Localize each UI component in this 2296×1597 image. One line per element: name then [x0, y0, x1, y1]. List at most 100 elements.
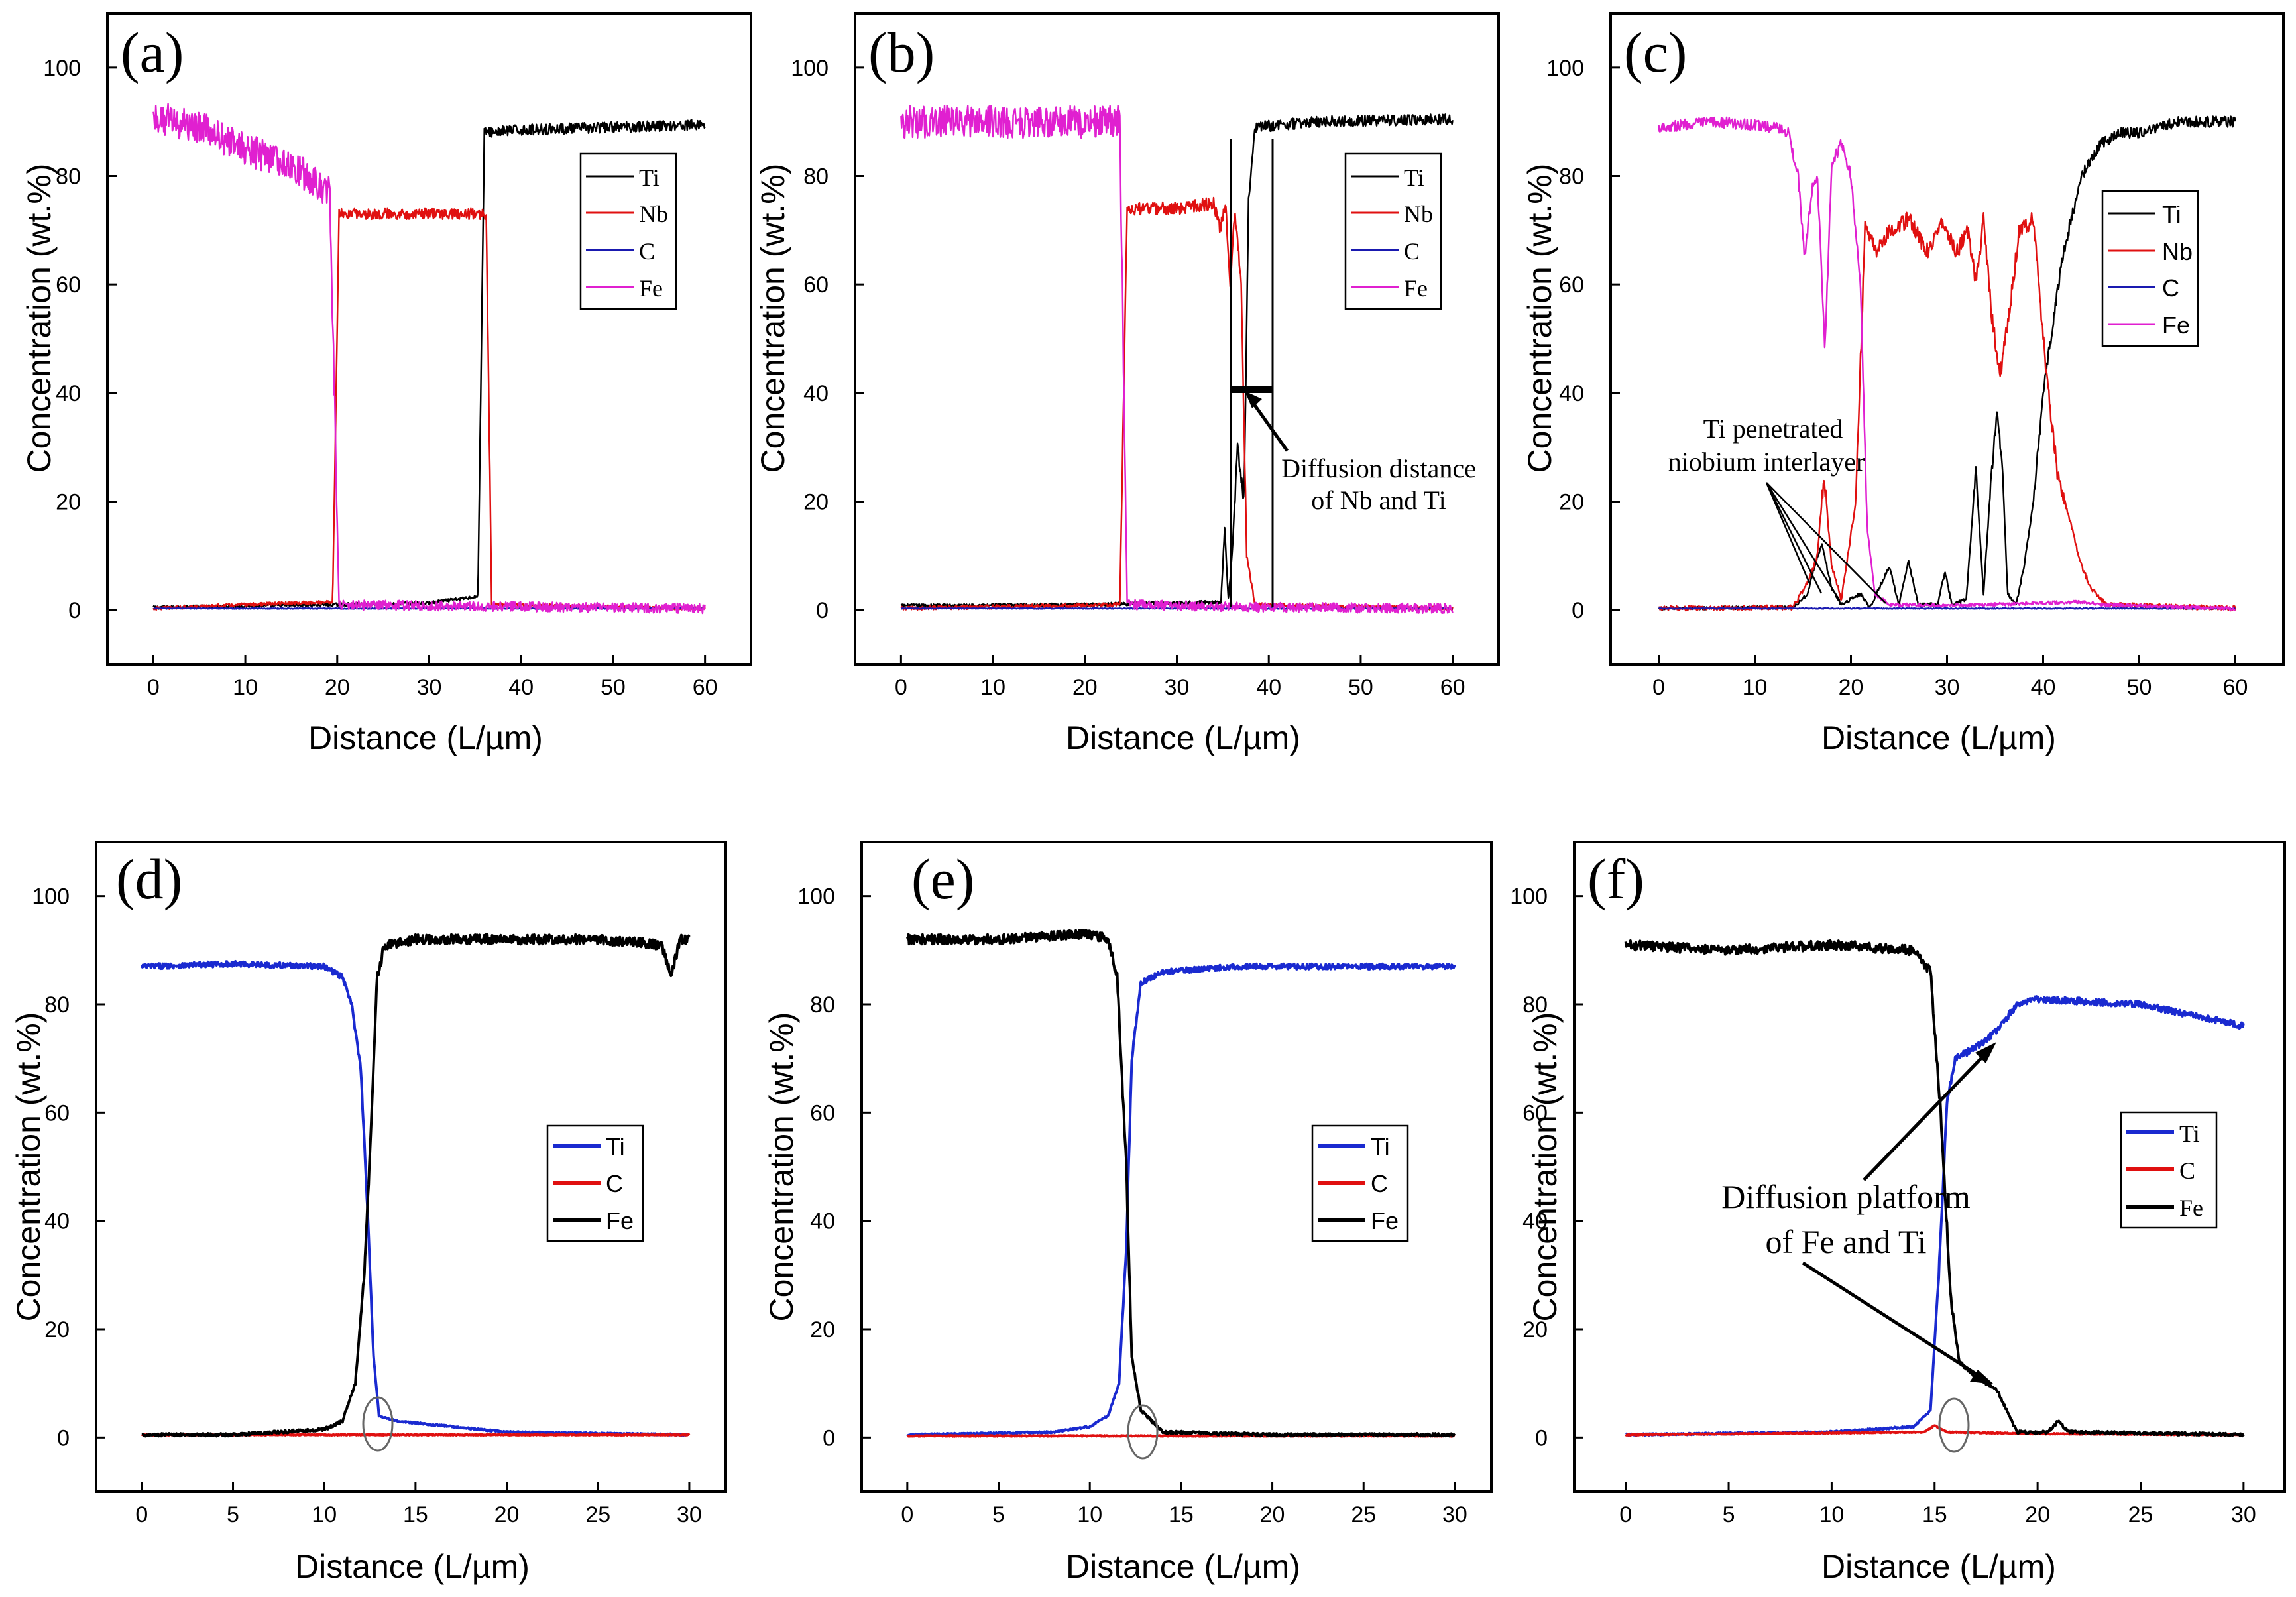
- y-tick-label: 80: [44, 992, 70, 1018]
- x-axis-label: Distance (L/µm): [295, 1548, 530, 1585]
- y-tick-label: 20: [1522, 1317, 1548, 1342]
- x-tick-label: 0: [1652, 675, 1665, 700]
- y-tick-label: 20: [44, 1317, 70, 1342]
- legend-label-ti: Ti: [639, 164, 660, 191]
- y-tick-label: 0: [57, 1425, 70, 1450]
- y-axis-ticks: 0 20 40 60 80 100: [43, 56, 117, 623]
- series-c-line: [906, 1434, 1456, 1438]
- y-tick-label: 40: [810, 1209, 835, 1234]
- legend-label-ti: Ti: [606, 1133, 625, 1160]
- x-axis-ticks: 0 10 20 30 40 50 60: [1652, 655, 2248, 700]
- y-tick-label: 20: [803, 490, 829, 515]
- x-tick-label: 20: [1260, 1502, 1285, 1527]
- x-tick-label: 0: [895, 675, 907, 700]
- annotation-text-line1: Diffusion distance: [1281, 453, 1476, 483]
- panel-label: (d): [116, 847, 182, 911]
- series-group: [1624, 939, 2245, 1438]
- x-tick-label: 15: [1169, 1502, 1194, 1527]
- x-tick-label: 15: [403, 1502, 428, 1527]
- x-tick-label: 5: [227, 1502, 239, 1527]
- legend: Ti C Fe: [1311, 1124, 1409, 1242]
- legend-label-nb: Nb: [639, 201, 668, 227]
- annotation-pointer-1: [1765, 482, 1811, 584]
- legend-label-c: C: [1404, 238, 1420, 265]
- x-tick-label: 40: [2031, 675, 2056, 700]
- x-tick-label: 60: [1440, 675, 1465, 700]
- series-fe-line: [141, 933, 691, 1438]
- y-tick-label: 0: [816, 598, 829, 623]
- x-tick-label: 25: [1351, 1502, 1376, 1527]
- y-tick-label: 80: [810, 992, 835, 1018]
- interface-highlight-ellipse: [1127, 1404, 1159, 1460]
- legend: Ti Nb C Fe: [2101, 190, 2199, 347]
- y-tick-label: 0: [1535, 1425, 1548, 1450]
- y-tick-label: 80: [803, 164, 829, 190]
- y-tick-label: 60: [56, 272, 81, 298]
- series-group: [905, 929, 1456, 1438]
- x-tick-label: 10: [980, 675, 1005, 700]
- y-tick-label: 0: [1572, 598, 1584, 623]
- y-tick-label: 60: [1522, 1100, 1548, 1126]
- y-axis-ticks: 0 20 40 60 80 100: [32, 884, 105, 1450]
- annotation-text-line1: Ti penetrated: [1703, 414, 1843, 444]
- x-axis-label: Distance (L/µm): [1821, 1548, 2056, 1585]
- legend: Ti C Fe: [2120, 1111, 2218, 1229]
- y-axis-label: Concentration (wt.%): [1526, 1012, 1564, 1322]
- y-tick-label: 100: [32, 884, 70, 910]
- legend-box: [579, 152, 677, 310]
- annotation-arrowhead-1: [1975, 1042, 1996, 1063]
- x-tick-label: 60: [2223, 675, 2248, 700]
- legend-label-ti: Ti: [2179, 1120, 2200, 1147]
- y-tick-label: 60: [44, 1100, 70, 1126]
- x-tick-label: 20: [494, 1502, 520, 1527]
- x-tick-label: 40: [1256, 675, 1281, 700]
- legend-label-c: C: [1371, 1170, 1388, 1197]
- y-tick-label: 80: [56, 164, 81, 190]
- x-tick-label: 15: [1922, 1502, 1947, 1527]
- panel-b: 0 10 20 30 40 50 60 0 20 40 60 80 100 (b) Distance …: [754, 12, 1500, 756]
- legend-label-fe: Fe: [1371, 1207, 1399, 1234]
- legend-label-c: C: [2162, 274, 2179, 302]
- legend-label-fe: Fe: [639, 275, 663, 302]
- y-tick-label: 40: [56, 381, 81, 406]
- y-axis-ticks: 0 20 40 60 80 100: [1510, 884, 1583, 1450]
- annotation-text-line2: niobium interlayer: [1668, 447, 1865, 477]
- y-tick-label: 40: [44, 1209, 70, 1234]
- annotation-arrowhead: [1245, 391, 1262, 408]
- plot-frame: [1573, 841, 2286, 1493]
- series-fe-line: [1624, 939, 2245, 1438]
- x-axis-label: Distance (L/µm): [1066, 1548, 1300, 1585]
- y-tick-label: 100: [1546, 56, 1584, 81]
- x-tick-label: 50: [601, 675, 626, 700]
- series-fe-line: [1658, 116, 2236, 611]
- annotation-arrowhead-2: [1970, 1370, 1994, 1384]
- series-c-line: [1658, 607, 2236, 610]
- legend-label-fe: Fe: [606, 1207, 634, 1234]
- series-group: [1658, 115, 2236, 612]
- annotation-pointer-3: [1765, 482, 1841, 601]
- y-tick-label: 80: [1559, 164, 1584, 190]
- x-tick-label: 0: [1619, 1502, 1632, 1527]
- x-axis-ticks: 0 5 10 15 20 25 30: [901, 1482, 1467, 1527]
- panel-e: 0 5 10 15 20 25 30 0 20 40 60 80 100 (e) Distance (…: [763, 841, 1493, 1585]
- x-axis-ticks: 0 5 10 15 20 25 30: [135, 1482, 702, 1527]
- plot-frame: [95, 841, 727, 1493]
- y-tick-label: 20: [1559, 490, 1584, 515]
- x-tick-label: 30: [2231, 1502, 2256, 1527]
- panel-d: 0 5 10 15 20 25 30 0 20 40 60 80 100 (d) Distance (…: [10, 841, 727, 1585]
- y-axis-ticks: 0 20 40 60 80 100: [791, 56, 864, 623]
- panel-a: 0 10 20 30 40 50 60 0 20 40 60 80 100 (a) Distance …: [21, 12, 752, 756]
- x-axis-label: Distance (L/µm): [1821, 719, 2056, 756]
- series-group: [140, 933, 691, 1438]
- x-tick-label: 25: [2128, 1502, 2153, 1527]
- series-group: [900, 104, 1454, 614]
- x-tick-label: 10: [1819, 1502, 1844, 1527]
- legend-label-fe: Fe: [2162, 312, 2190, 339]
- y-tick-label: 60: [810, 1100, 835, 1126]
- x-tick-label: 50: [2127, 675, 2152, 700]
- y-tick-label: 20: [56, 490, 81, 515]
- y-axis-label: Concentration (wt.%): [21, 164, 58, 473]
- plot-frame: [860, 841, 1493, 1493]
- x-tick-label: 5: [992, 1502, 1005, 1527]
